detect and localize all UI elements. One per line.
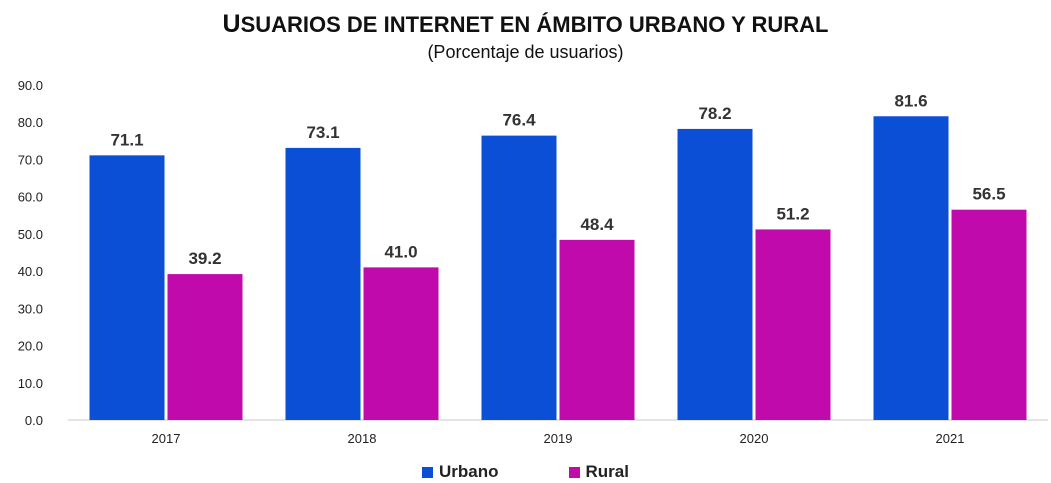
data-label-rural-2020: 51.2 [776,204,809,223]
legend-swatch-urbano [422,466,434,478]
data-label-rural-2018: 41.0 [384,242,417,261]
legend-label-rural: Rural [585,462,629,481]
x-tick-label-2021: 2021 [936,431,965,446]
bar-rural-2021 [951,209,1027,420]
y-tick-label: 80.0 [18,115,43,130]
data-label-urbano-2021: 81.6 [894,91,927,110]
x-tick-label-2019: 2019 [544,431,573,446]
bar-chart: 0.0 10.0 20.0 30.0 40.0 50.0 60.0 70.0 80.0 90.0 7… [18,78,1048,446]
legend-swatch-rural [568,466,580,478]
bar-rural-2019 [559,239,635,420]
y-tick-label: 20.0 [18,339,43,354]
y-tick-label: 70.0 [18,152,43,167]
y-tick-label: 40.0 [18,264,43,279]
bar-urbano-2021 [873,116,949,421]
title-rest: SUARIOS DE INTERNET EN ÁMBITO URBANO Y R… [240,12,829,37]
legend-label-urbano: Urbano [439,462,499,481]
x-tick-label-2020: 2020 [740,431,769,446]
data-label-rural-2017: 39.2 [188,249,221,268]
y-tick-label: 0.0 [25,413,43,428]
legend: Urbano Rural [0,462,1051,482]
legend-item-rural: Rural [568,462,629,482]
x-tick-label-2018: 2018 [348,431,377,446]
title-initial: U [222,10,241,38]
y-tick-label: 60.0 [18,190,43,205]
x-tick-label-2017: 2017 [152,431,181,446]
data-label-rural-2019: 48.4 [580,215,614,234]
data-label-urbano-2019: 76.4 [502,111,536,130]
bar-rural-2020 [755,229,831,420]
y-tick-label: 50.0 [18,227,43,242]
y-tick-label: 30.0 [18,301,43,316]
data-label-urbano-2020: 78.2 [698,104,731,123]
bar-urbano-2018 [285,147,361,420]
data-label-urbano-2017: 71.1 [110,130,143,149]
chart-subtitle: (Porcentaje de usuarios) [427,42,624,62]
y-tick-label: 90.0 [18,78,43,93]
bar-rural-2018 [363,267,439,420]
data-label-rural-2021: 56.5 [972,185,1005,204]
bar-urbano-2017 [89,155,165,420]
bar-urbano-2019 [481,135,557,420]
legend-item-urbano: Urbano [422,462,499,482]
data-label-urbano-2018: 73.1 [306,123,339,142]
bar-urbano-2020 [677,128,753,420]
chart-title: USUARIOS DE INTERNET EN ÁMBITO URBANO Y … [0,10,1051,39]
y-tick-label: 10.0 [18,376,43,391]
bar-rural-2017 [167,274,243,420]
